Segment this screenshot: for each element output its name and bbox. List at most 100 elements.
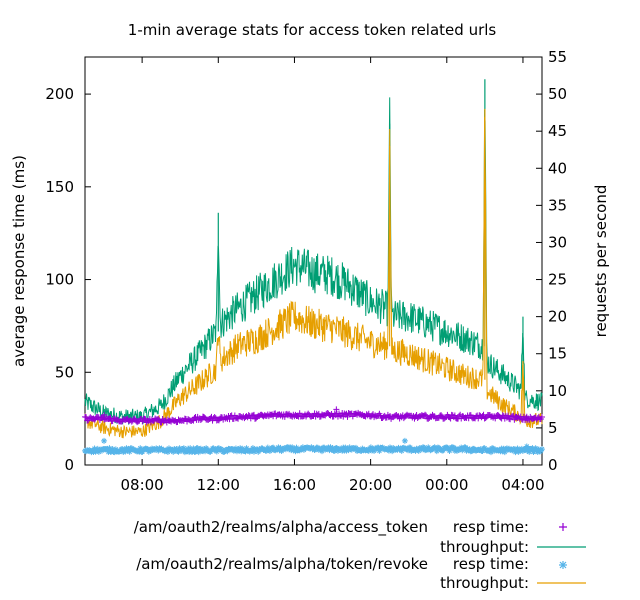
data-point	[169, 447, 176, 454]
data-point	[345, 447, 352, 454]
data-point	[242, 448, 249, 455]
data-point	[208, 447, 215, 454]
data-point	[197, 445, 204, 452]
data-point	[314, 444, 321, 451]
legend-marker-star	[559, 561, 567, 569]
legend-marker-token-revoke-resp-time	[559, 561, 567, 569]
y2-tick-label: 10	[548, 382, 567, 400]
data-point	[512, 449, 519, 456]
data-point	[264, 444, 271, 451]
data-point	[423, 412, 430, 419]
data-point	[388, 445, 395, 452]
x-tick-label: 04:00	[501, 476, 544, 494]
data-point	[195, 449, 202, 456]
data-point	[446, 447, 453, 454]
data-point	[438, 412, 445, 419]
series-layer	[82, 79, 545, 456]
y2-tick-label: 40	[548, 159, 567, 177]
data-point	[482, 414, 489, 421]
data-point	[298, 446, 305, 453]
data-point	[192, 448, 199, 455]
data-point	[187, 445, 194, 452]
data-point	[219, 446, 226, 453]
x-tick-label: 12:00	[197, 476, 240, 494]
data-point	[371, 447, 378, 454]
data-point	[112, 446, 119, 453]
legend-marker-plus	[559, 523, 567, 531]
data-point	[310, 445, 317, 452]
data-point	[163, 446, 170, 453]
data-point	[518, 445, 525, 452]
data-point	[126, 448, 133, 455]
y2-tick-label: 20	[548, 308, 567, 326]
y2-tick-label: 5	[548, 419, 558, 437]
data-point	[155, 447, 162, 454]
data-point	[529, 445, 536, 452]
y2-tick-label: 35	[548, 196, 567, 214]
data-point	[539, 413, 545, 420]
data-point	[101, 437, 108, 444]
data-point	[175, 448, 182, 455]
data-point	[333, 406, 340, 413]
data-point	[173, 445, 180, 452]
data-point	[421, 444, 428, 451]
data-point	[249, 445, 256, 452]
y2-tick-label: 55	[548, 48, 567, 66]
data-point	[486, 446, 493, 453]
data-point	[180, 445, 187, 452]
data-point	[238, 448, 245, 455]
data-point	[526, 448, 533, 455]
data-point	[450, 444, 457, 451]
legend: /am/oauth2/realms/alpha/access_token res…	[134, 518, 586, 592]
data-point	[344, 413, 351, 420]
data-point	[190, 417, 197, 424]
y2-axis-title: requests per second	[592, 185, 610, 338]
data-point	[202, 448, 209, 455]
data-point	[236, 447, 243, 454]
data-point	[144, 446, 151, 453]
legend-access-token-throughput-label: throughput:	[440, 538, 529, 556]
data-point	[479, 447, 486, 454]
y2-tick-label: 50	[548, 85, 567, 103]
data-point	[329, 444, 336, 451]
data-point	[104, 445, 111, 452]
data-point	[499, 412, 506, 419]
data-point	[125, 445, 132, 452]
y-axis-right: 0 5 10 15 20 25 30 35 40 45 50 55	[536, 48, 567, 474]
data-point	[190, 445, 197, 452]
legend-access-token-resp-time-label: resp time:	[453, 518, 529, 536]
series-line	[84, 97, 543, 425]
plot-frame	[84, 56, 543, 466]
data-point	[211, 413, 218, 420]
data-point	[501, 449, 508, 456]
data-point	[432, 445, 439, 452]
data-point	[233, 448, 240, 455]
data-point	[321, 444, 328, 451]
data-point	[119, 446, 126, 453]
data-point	[255, 448, 262, 455]
data-point	[101, 411, 108, 418]
data-point	[535, 446, 542, 453]
data-point	[407, 444, 414, 451]
data-point	[275, 444, 282, 451]
data-point	[122, 448, 129, 455]
data-point	[511, 446, 518, 453]
legend-token-revoke-resp-time-label: resp time:	[453, 555, 529, 573]
y-tick-label: 0	[64, 456, 74, 474]
data-point	[107, 414, 114, 421]
data-point	[232, 445, 239, 452]
legend-group-access-token: /am/oauth2/realms/alpha/access_token	[134, 518, 428, 537]
data-point	[239, 445, 246, 452]
series-2	[82, 437, 545, 456]
y-tick-label: 50	[55, 363, 74, 381]
data-point	[385, 447, 392, 454]
data-point	[286, 446, 293, 453]
legend-group-token-revoke: /am/oauth2/realms/alpha/token/revoke	[136, 555, 428, 573]
data-point	[462, 444, 469, 451]
data-point	[299, 444, 306, 451]
x-axis: 08:00 12:00 16:00 20:00 00:00 04:00	[121, 57, 545, 494]
x-tick-label: 08:00	[121, 476, 164, 494]
data-point	[308, 444, 315, 451]
y-tick-label: 100	[45, 271, 74, 289]
